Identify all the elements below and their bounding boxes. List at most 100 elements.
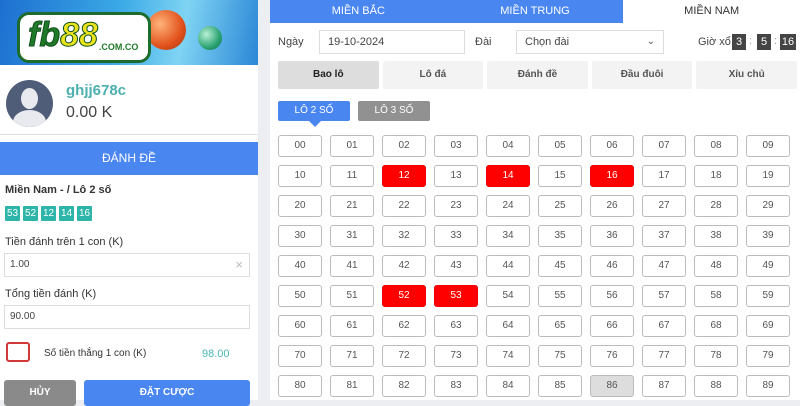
- number-cell[interactable]: 42: [382, 255, 426, 277]
- place-bet-button[interactable]: ĐẶT CƯỢC: [84, 380, 250, 406]
- number-cell[interactable]: 25: [538, 195, 582, 217]
- tab-bao-lo[interactable]: Bao lô: [278, 61, 379, 89]
- number-cell[interactable]: 55: [538, 285, 582, 307]
- number-cell[interactable]: 08: [694, 135, 738, 157]
- number-cell[interactable]: 26: [590, 195, 634, 217]
- number-cell[interactable]: 51: [330, 285, 374, 307]
- number-cell[interactable]: 83: [434, 375, 478, 397]
- number-cell[interactable]: 27: [642, 195, 686, 217]
- number-cell[interactable]: 34: [486, 225, 530, 247]
- number-cell[interactable]: 89: [746, 375, 790, 397]
- number-cell[interactable]: 38: [694, 225, 738, 247]
- number-cell[interactable]: 82: [382, 375, 426, 397]
- number-cell[interactable]: 32: [382, 225, 426, 247]
- fb88-logo[interactable]: fb88 .COM.CO: [17, 12, 151, 63]
- number-cell[interactable]: 33: [434, 225, 478, 247]
- total-input[interactable]: 90.00: [4, 305, 250, 329]
- number-cell[interactable]: 88: [694, 375, 738, 397]
- number-cell[interactable]: 00: [278, 135, 322, 157]
- tab-mien-nam[interactable]: MIỀN NAM: [623, 0, 800, 23]
- number-cell[interactable]: 40: [278, 255, 322, 277]
- tab-dau-duoi[interactable]: Đầu đuôi: [591, 61, 693, 89]
- number-cell[interactable]: 58: [694, 285, 738, 307]
- tab-mien-bac[interactable]: MIỀN BẮC: [270, 0, 447, 23]
- number-cell[interactable]: 59: [746, 285, 790, 307]
- lo-2-so-button[interactable]: LÔ 2 SỐ: [278, 101, 350, 121]
- number-cell[interactable]: 62: [382, 315, 426, 337]
- number-cell[interactable]: 21: [330, 195, 374, 217]
- number-cell[interactable]: 84: [486, 375, 530, 397]
- number-cell[interactable]: 14: [486, 165, 530, 187]
- number-cell[interactable]: 20: [278, 195, 322, 217]
- number-cell[interactable]: 77: [642, 345, 686, 367]
- number-cell[interactable]: 87: [642, 375, 686, 397]
- tab-mien-trung[interactable]: MIỀN TRUNG: [446, 0, 624, 23]
- number-cell[interactable]: 65: [538, 315, 582, 337]
- number-cell[interactable]: 06: [590, 135, 634, 157]
- lo-3-so-button[interactable]: LÔ 3 SỐ: [358, 101, 430, 121]
- number-cell[interactable]: 46: [590, 255, 634, 277]
- number-cell[interactable]: 85: [538, 375, 582, 397]
- number-cell[interactable]: 03: [434, 135, 478, 157]
- number-cell[interactable]: 37: [642, 225, 686, 247]
- number-cell[interactable]: 56: [590, 285, 634, 307]
- number-cell[interactable]: 54: [486, 285, 530, 307]
- station-select[interactable]: Chọn đài ⌄: [516, 30, 664, 54]
- number-cell[interactable]: 48: [694, 255, 738, 277]
- clear-icon[interactable]: ×: [235, 257, 243, 272]
- number-cell[interactable]: 73: [434, 345, 478, 367]
- number-cell[interactable]: 02: [382, 135, 426, 157]
- tab-lo-da[interactable]: Lô đá: [382, 61, 484, 89]
- number-cell[interactable]: 71: [330, 345, 374, 367]
- number-cell[interactable]: 29: [746, 195, 790, 217]
- number-cell[interactable]: 43: [434, 255, 478, 277]
- number-cell[interactable]: 13: [434, 165, 478, 187]
- number-cell[interactable]: 78: [694, 345, 738, 367]
- number-cell[interactable]: 47: [642, 255, 686, 277]
- number-cell[interactable]: 70: [278, 345, 322, 367]
- number-cell[interactable]: 63: [434, 315, 478, 337]
- number-cell[interactable]: 67: [642, 315, 686, 337]
- number-cell[interactable]: 15: [538, 165, 582, 187]
- number-cell[interactable]: 74: [486, 345, 530, 367]
- number-cell[interactable]: 61: [330, 315, 374, 337]
- number-cell[interactable]: 23: [434, 195, 478, 217]
- number-cell[interactable]: 52: [382, 285, 426, 307]
- date-input[interactable]: 19-10-2024: [319, 30, 465, 54]
- number-cell[interactable]: 80: [278, 375, 322, 397]
- number-cell[interactable]: 72: [382, 345, 426, 367]
- cancel-button[interactable]: HỦY: [4, 380, 76, 406]
- tab-danh-de[interactable]: Đánh đề: [487, 61, 588, 89]
- number-cell[interactable]: 24: [486, 195, 530, 217]
- number-cell[interactable]: 10: [278, 165, 322, 187]
- number-cell[interactable]: 76: [590, 345, 634, 367]
- number-cell[interactable]: 09: [746, 135, 790, 157]
- number-cell[interactable]: 44: [486, 255, 530, 277]
- number-cell[interactable]: 68: [694, 315, 738, 337]
- number-cell[interactable]: 36: [590, 225, 634, 247]
- number-cell[interactable]: 16: [590, 165, 634, 187]
- number-cell[interactable]: 79: [746, 345, 790, 367]
- number-cell[interactable]: 35: [538, 225, 582, 247]
- number-cell[interactable]: 57: [642, 285, 686, 307]
- number-cell[interactable]: 11: [330, 165, 374, 187]
- number-cell[interactable]: 05: [538, 135, 582, 157]
- number-cell[interactable]: 41: [330, 255, 374, 277]
- stake-input[interactable]: 1.00 ×: [4, 253, 250, 277]
- number-cell[interactable]: 12: [382, 165, 426, 187]
- number-cell[interactable]: 50: [278, 285, 322, 307]
- number-cell[interactable]: 31: [330, 225, 374, 247]
- number-cell[interactable]: 17: [642, 165, 686, 187]
- number-cell[interactable]: 39: [746, 225, 790, 247]
- number-cell[interactable]: 69: [746, 315, 790, 337]
- number-cell[interactable]: 18: [694, 165, 738, 187]
- number-cell[interactable]: 66: [590, 315, 634, 337]
- number-cell[interactable]: 45: [538, 255, 582, 277]
- number-cell[interactable]: 07: [642, 135, 686, 157]
- number-cell[interactable]: 19: [746, 165, 790, 187]
- number-cell[interactable]: 28: [694, 195, 738, 217]
- number-cell[interactable]: 22: [382, 195, 426, 217]
- number-cell[interactable]: 64: [486, 315, 530, 337]
- number-cell[interactable]: 60: [278, 315, 322, 337]
- number-cell[interactable]: 49: [746, 255, 790, 277]
